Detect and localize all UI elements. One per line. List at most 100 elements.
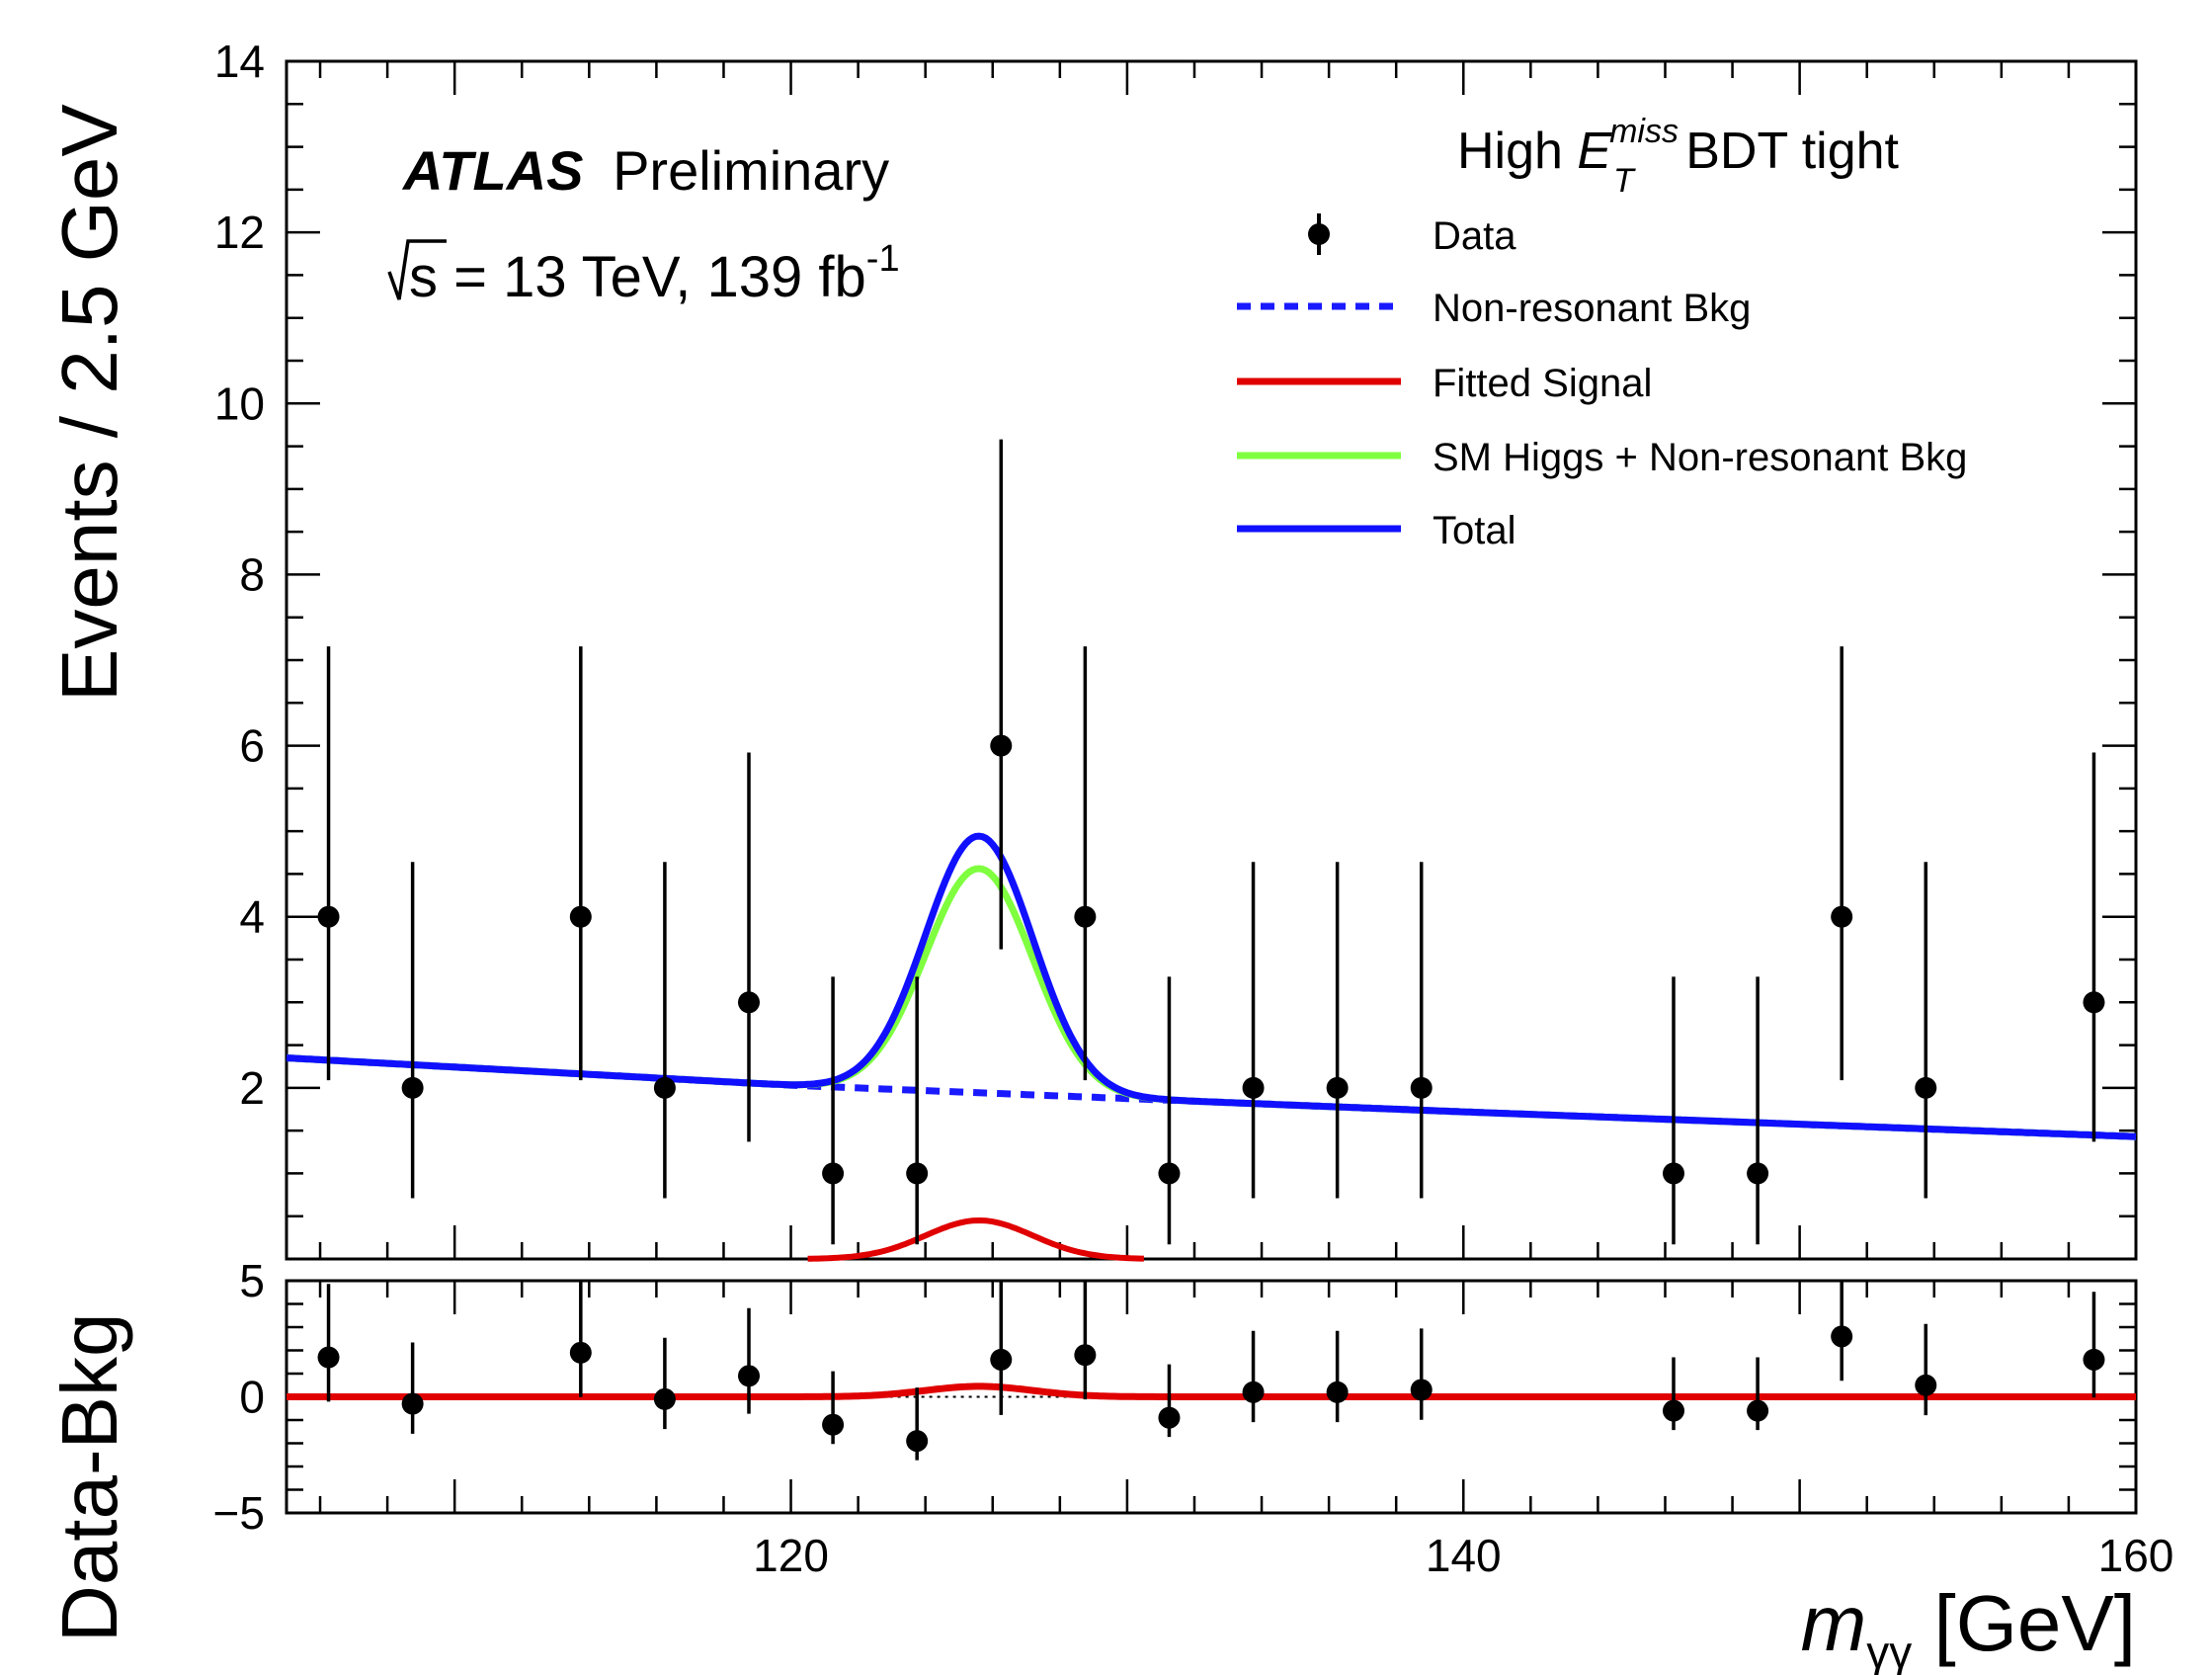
data-marker <box>1915 1076 1937 1099</box>
experiment-name: ATLAS <box>401 139 584 202</box>
data-marker <box>1831 905 1853 928</box>
legend-entry-data: Data <box>1308 213 1516 258</box>
data-marker <box>569 905 592 928</box>
ratio-point <box>1242 1330 1265 1423</box>
data-point <box>1747 976 1769 1245</box>
legend-entry-sm-higgs: SM Higgs + Non-resonant Bkg <box>1237 436 1967 479</box>
data-marker <box>1410 1076 1433 1099</box>
ratio-marker <box>1831 1325 1853 1348</box>
ratio-axis-ticks <box>287 1279 2138 1515</box>
ratio-marker <box>1326 1381 1349 1403</box>
data-point <box>1663 976 1684 1245</box>
category-label: High Emiss T BDT tight <box>1457 113 1900 200</box>
data-point <box>1915 862 1937 1199</box>
ratio-point <box>738 1307 760 1414</box>
ratio-marker <box>990 1348 1013 1371</box>
ratio-marker <box>1410 1379 1433 1401</box>
svg-text:s = 13 TeV, 139 fb-1: s = 13 TeV, 139 fb-1 <box>409 238 900 309</box>
data-marker <box>317 905 340 928</box>
main-curves <box>286 832 2137 1262</box>
main-data-points <box>317 439 2105 1245</box>
data-marker <box>2083 991 2105 1014</box>
ratio-data-points <box>317 1281 2105 1461</box>
ratio-marker <box>569 1341 592 1364</box>
data-point <box>822 976 845 1245</box>
ratio-point <box>653 1337 676 1430</box>
x-tick-label-140: 140 <box>1426 1530 1502 1581</box>
ratio-marker <box>822 1413 845 1436</box>
data-marker <box>1747 1162 1769 1185</box>
legend-label-data: Data <box>1433 214 1516 258</box>
main-plot-frame <box>285 59 2138 1261</box>
ratio-marker <box>1663 1399 1684 1422</box>
ratio-marker <box>317 1346 340 1369</box>
ratio-panel: −5 0 5 120 140 160 Data-Bkg mγγ [GeV] <box>45 1255 2173 1675</box>
ratio-point <box>401 1342 424 1434</box>
data-marker <box>1326 1076 1349 1099</box>
category-sup: miss <box>1609 113 1679 150</box>
legend-label-total: Total <box>1433 509 1516 552</box>
data-point <box>2083 752 2105 1142</box>
ratio-point <box>1915 1323 1937 1416</box>
x-axis-title: mγγ [GeV] <box>1801 1579 2136 1675</box>
ratio-point <box>1831 1281 1853 1382</box>
ratio-point <box>2083 1292 2105 1398</box>
legend: Data Non-resonant Bkg Fitted Signal SM H… <box>1237 213 1967 552</box>
data-marker <box>1074 905 1097 928</box>
ratio-point <box>990 1281 1013 1415</box>
data-point <box>990 439 1013 950</box>
data-marker <box>1158 1162 1181 1185</box>
legend-data-marker <box>1308 223 1330 245</box>
data-point <box>653 862 676 1199</box>
y-tick-label-8: 8 <box>239 548 265 600</box>
data-point <box>1831 646 1853 1081</box>
data-point <box>1158 976 1181 1245</box>
y-tick-label-12: 12 <box>214 207 265 258</box>
x-axis-title-subscript: γγ <box>1866 1627 1912 1675</box>
ratio-y-tick-label-0: 0 <box>239 1372 265 1423</box>
data-marker <box>401 1076 424 1099</box>
sqrt-sign <box>387 239 447 300</box>
main-y-axis-title: Events / 2.5 GeV <box>45 104 133 702</box>
legend-entry-total: Total <box>1237 509 1516 552</box>
x-tick-label-120: 120 <box>753 1530 829 1581</box>
ratio-y-tick-label-minus5: −5 <box>213 1487 265 1539</box>
atlas-label: ATLAS Preliminary <box>401 139 889 202</box>
ratio-y-tick-labels: −5 0 5 <box>213 1255 265 1539</box>
ratio-signal-curve <box>287 1382 2136 1400</box>
data-point <box>1074 646 1097 1081</box>
ratio-marker <box>1158 1406 1181 1429</box>
x-tick-labels: 120 140 160 <box>753 1530 2173 1581</box>
y-tick-label-14: 14 <box>214 36 265 87</box>
x-tick-label-160: 160 <box>2098 1530 2174 1581</box>
ratio-marker <box>1242 1381 1265 1403</box>
ratio-point <box>1663 1357 1684 1431</box>
data-marker <box>990 734 1013 757</box>
total-curve <box>286 832 2137 1140</box>
energy-symbol: s <box>409 245 438 309</box>
data-marker <box>738 991 760 1014</box>
lumi-exponent: -1 <box>866 238 900 280</box>
legend-label-sm-higgs: SM Higgs + Non-resonant Bkg <box>1433 436 1967 479</box>
data-point <box>738 752 760 1142</box>
ratio-point <box>1326 1330 1349 1423</box>
ratio-point <box>1074 1281 1097 1400</box>
ratio-marker <box>401 1392 424 1415</box>
y-tick-label-4: 4 <box>239 891 265 943</box>
ratio-point <box>569 1281 592 1397</box>
ratio-marker <box>653 1387 676 1410</box>
ratio-marker <box>2083 1348 2105 1371</box>
data-marker <box>906 1162 929 1185</box>
status-label: Preliminary <box>613 139 889 202</box>
legend-label-nonres-bkg: Non-resonant Bkg <box>1433 287 1751 330</box>
y-tick-label-2: 2 <box>239 1062 265 1114</box>
ratio-point <box>317 1284 340 1402</box>
ratio-y-axis-title: Data-Bkg <box>45 1313 133 1642</box>
data-marker <box>822 1162 845 1185</box>
ratio-marker <box>1747 1399 1769 1422</box>
category-e: E <box>1577 123 1612 180</box>
ratio-point <box>1158 1364 1181 1438</box>
main-panel: 2 4 6 8 10 12 14 Events / 2.5 GeV ATLAS … <box>45 36 2138 1262</box>
ratio-point <box>1410 1328 1433 1420</box>
